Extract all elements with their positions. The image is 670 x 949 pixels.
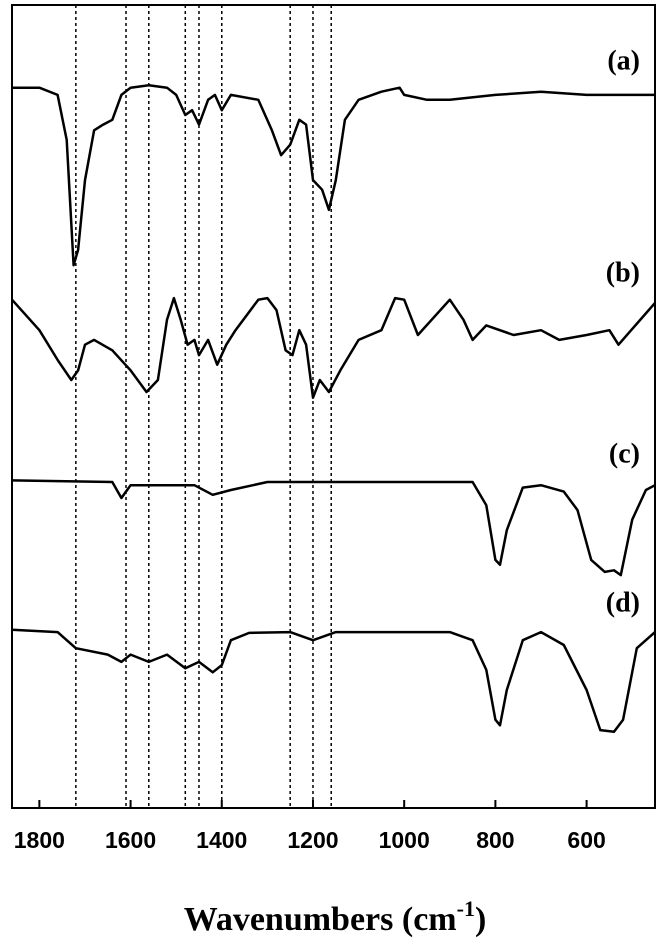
spectrum-line bbox=[11, 296, 656, 399]
spectrum-line bbox=[11, 479, 656, 577]
spectrum-line bbox=[12, 84, 655, 267]
x-axis-label-text: Wavenumbers (cm bbox=[184, 901, 457, 938]
series-label: (d) bbox=[606, 588, 640, 619]
series-label: (a) bbox=[607, 46, 640, 77]
spectrum-line bbox=[11, 628, 656, 733]
x-tick-label: 600 bbox=[567, 827, 605, 853]
x-axis-label: Wavenumbers (cm-1) bbox=[184, 896, 487, 938]
x-tick-label: 1400 bbox=[196, 827, 247, 853]
x-axis-label-end: ) bbox=[475, 901, 486, 938]
x-axis-label-sup: -1 bbox=[457, 896, 475, 921]
x-tick-label: 1000 bbox=[379, 827, 430, 853]
x-tick-label: 800 bbox=[476, 827, 514, 853]
x-tick-label: 1200 bbox=[287, 827, 338, 853]
series-label: (b) bbox=[606, 258, 640, 289]
series-label: (c) bbox=[609, 438, 640, 469]
x-tick-label: 1800 bbox=[14, 827, 65, 853]
x-tick-label: 1600 bbox=[105, 827, 156, 853]
plot-frame bbox=[11, 4, 656, 809]
